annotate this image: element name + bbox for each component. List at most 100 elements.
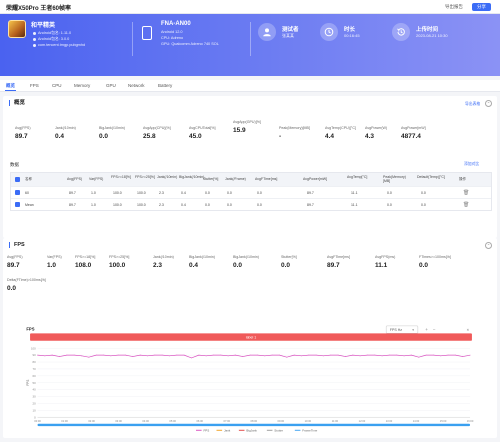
x-tick-label: 13:00 [386,419,393,423]
fps-data-point [374,354,376,356]
metric-label: FPS>=18[%] [75,255,96,259]
fps-data-point [403,355,405,357]
metric-value: - [279,133,282,140]
table-cell: 0.0 [227,191,232,195]
metric-value: 1.0 [47,262,57,269]
x-tick-label: 06:00 [196,419,203,423]
stat-value: 2023-08-21 10:30 [416,33,448,38]
metric-label: AvgTemp(CPU)[°C] [325,126,356,130]
table-row[interactable]: 60 89.7 1.0 100.0 100.0 2.3 0.4 0.0 0.0 … [11,186,491,198]
fps-data-point [418,356,420,358]
add-compare-link[interactable]: 添加对比 [464,162,480,166]
table-cell: 0.0 [205,191,210,195]
table-cell: 0.4 [181,203,186,207]
x-tick-label: 14:00 [413,419,420,423]
export-table-link[interactable]: 导出表格 [465,102,481,106]
fps-data-point [44,355,46,357]
fps-data-point [169,355,170,357]
metric-item: Avg(FPS) 89.7 [7,255,23,269]
y-tick-label: 60 [33,374,37,378]
fps-data-point [220,354,222,356]
x-tick-label: 07:00 [223,419,230,423]
export-report-button[interactable]: 导出报告 [445,4,463,9]
close-icon[interactable]: ✕ [466,328,469,332]
fps-data-point [161,354,163,356]
clock-icon [320,23,338,41]
tab-cpu[interactable]: CPU [52,83,62,88]
row-checkbox[interactable] [15,190,20,195]
y-axis-label: FPS [26,380,30,386]
tab-overview[interactable]: 概览 [6,83,15,88]
metric-item: FPS>=18[%] 108.0 [75,255,95,269]
fps-data-point [110,355,112,357]
zoom-in-icon[interactable]: + [425,327,428,332]
stat-value: 张某某 [282,33,294,38]
delete-icon[interactable]: 🗑 [463,202,470,208]
row-checkbox[interactable] [15,202,20,207]
collapse-icon[interactable]: ⌃ [485,100,492,107]
metric-label: Stutter[%] [281,255,297,259]
fps-data-point [88,356,90,358]
share-button[interactable]: 分享 [472,3,491,11]
select-all-checkbox[interactable] [15,177,20,182]
table-cell: 0.0 [257,203,262,207]
tab-memory[interactable]: Memory [74,83,91,88]
tab-network[interactable]: Network [128,83,145,88]
fps-data-point [411,354,412,356]
metric-label: AvgPower[mW] [401,126,426,130]
metric-label: Jank(/10min) [55,126,76,130]
table-cell: 100.0 [113,203,122,207]
tab-fps[interactable]: FPS [30,83,39,88]
fps-data-point [271,354,273,356]
collapse-icon[interactable]: ⌃ [485,242,492,249]
y-tick-label: 40 [33,388,37,392]
table-row[interactable]: Mean 89.7 1.0 100.0 100.0 2.3 0.4 0.0 0.… [11,198,491,210]
fps-data-point [396,354,398,356]
metric-item: AvgApp(GPU)[%] 15.9 [233,120,269,134]
game-meta-text: Android包名: 3.0.0 [38,37,70,41]
delete-icon[interactable]: 🗑 [463,190,470,196]
x-tick-label: 00:00 [34,419,41,423]
tab-gpu[interactable]: GPU [106,83,116,88]
y-tick-label: 90 [33,353,37,357]
metric-label: BigJank(/10min) [233,255,259,259]
table-header: 名称 Avg(FPS) Var(FPS) FPS>=18[%] FPS>=25[… [11,173,491,186]
column-header: AvgPower[mW] [303,177,328,181]
fps-data-point [469,354,471,356]
x-tick-label: 09:00 [278,419,285,423]
bullet-icon [33,37,36,41]
fps-line-chart: FPS FPS Hz ▾ + − ✕ label 1 0 10 20 30 40 50 60… [10,324,492,434]
tab-battery[interactable]: Battery [158,83,173,88]
y-tick-label: 0 [34,415,36,419]
fps-data-point [352,354,354,356]
column-header: Default(Temp)[°C] [417,175,445,179]
zoom-out-icon[interactable]: − [433,327,436,332]
report-title: 荣耀X50Pro 王者60帧率 [6,6,72,12]
fps-data-point [59,356,60,357]
table-cell: 0.0 [421,191,426,195]
table-cell: 0.0 [387,203,392,207]
metric-value: 11.1 [375,262,388,269]
fps-data-point [125,354,126,356]
game-meta-text: Android包名: 1.11.0 [38,31,72,35]
metric-value: 0.0 [99,133,109,140]
stat-label: 时长 [344,27,356,33]
section-title: FPS [9,242,25,248]
fps-data-point [227,355,229,357]
user-icon [258,23,276,41]
dropdown-label: FPS Hz [390,328,402,332]
fps-data-point [191,357,192,359]
series-dropdown[interactable]: FPS Hz ▾ [385,325,419,334]
table-cell: 100.0 [137,191,146,195]
metric-item: AvgFPS(ms) 11.1 [375,255,395,269]
metric-item: AvgCPUTotal[%] 45.0 [189,126,216,140]
active-tab-indicator [5,90,16,92]
fps-data-point [301,355,302,357]
device-meta: CPU: Adreno [161,36,184,40]
metric-item: Var(FPS) 1.0 [47,255,62,269]
fps-data-point [462,356,464,357]
phone-icon [142,26,152,40]
metric-item: Peak(Memory)[MB] - [279,126,310,140]
metric-label: BigJank(/10min) [189,255,215,259]
metric-item: Delta(FTime)>100ms[/h] 0.0 [7,278,46,292]
